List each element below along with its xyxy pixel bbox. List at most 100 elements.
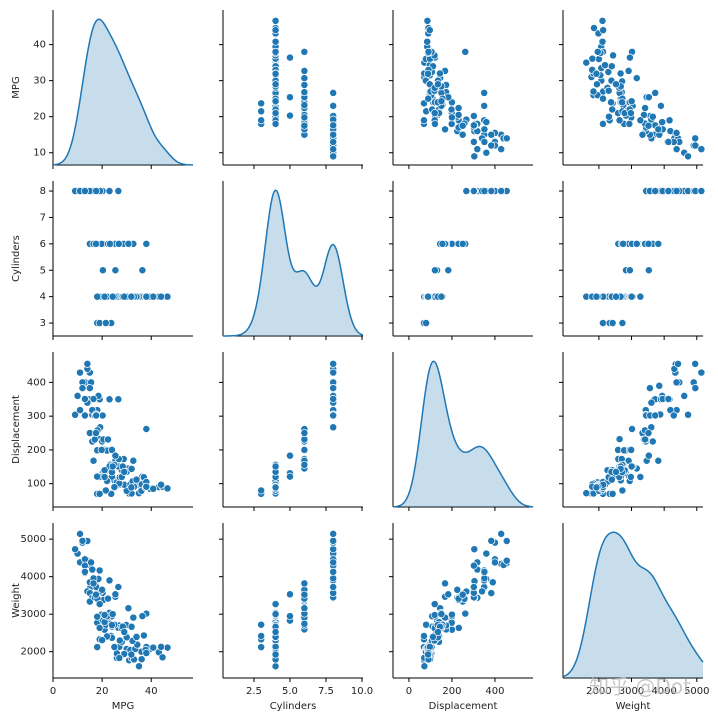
scatter-point (651, 411, 660, 420)
scatter-point (157, 480, 166, 489)
y-tick-label: 3 (40, 318, 46, 329)
scatter-point (100, 472, 109, 481)
scatter-point (644, 266, 653, 275)
scatter-point (470, 152, 479, 161)
scatter-point (480, 101, 489, 110)
scatter-point (480, 137, 489, 146)
scatter-point (599, 94, 607, 103)
scatter-point (76, 406, 84, 415)
scatter-point (329, 583, 338, 591)
scatter-point (651, 187, 660, 195)
scatter-point (654, 125, 663, 134)
scatter-point (97, 445, 106, 454)
scatter-point (329, 545, 338, 554)
scatter-point (669, 411, 678, 420)
scatter-point (90, 435, 99, 444)
scatter-point (257, 632, 266, 640)
x-axis-label: Weight (616, 701, 651, 712)
scatter-point (271, 610, 280, 619)
scatter-point (497, 145, 506, 154)
x-tick-label: 5000 (684, 686, 709, 697)
scatter-point (430, 109, 439, 118)
scatter-point (447, 119, 456, 128)
scatter-point (437, 97, 446, 106)
scatter-point (271, 47, 280, 56)
y-tick-label: 5 (40, 265, 46, 276)
scatter-point (300, 81, 309, 89)
scatter-point (582, 58, 591, 67)
scatter-point (487, 536, 496, 545)
scatter-point (329, 536, 338, 545)
scatter-point (641, 104, 650, 112)
scatter-point (592, 80, 601, 89)
scatter-point (674, 359, 682, 368)
x-tick-label: 0 (50, 686, 56, 697)
scatter-point (105, 576, 114, 585)
scatter-point (108, 462, 117, 471)
scatter-point (462, 187, 471, 195)
scatter-point (257, 99, 266, 108)
scatter-point (607, 98, 615, 107)
scatter-point (644, 429, 653, 437)
y-tick-label: 300 (27, 411, 46, 422)
scatter-point (85, 384, 94, 393)
scatter-point (80, 187, 89, 195)
scatter-point (616, 69, 625, 78)
scatter-point (482, 549, 491, 558)
scatter-point (619, 239, 628, 248)
scatter-point (444, 590, 453, 599)
scatter-point (691, 141, 700, 150)
scatter-point (480, 187, 489, 195)
scatter-point (80, 394, 89, 403)
scatter-point (424, 292, 433, 301)
scatter-point (286, 111, 294, 120)
scatter-point (469, 583, 478, 591)
x-tick-label: 4000 (651, 686, 676, 697)
scatter-point (604, 68, 613, 76)
scatter-point (108, 292, 117, 301)
scatter-point (598, 319, 607, 328)
scatter-point (98, 585, 107, 594)
scatter-point (420, 662, 429, 671)
scatter-point (104, 435, 112, 444)
scatter-point (497, 529, 506, 538)
scatter-point (163, 484, 172, 493)
scatter-point (627, 462, 636, 471)
scatter-point (271, 69, 280, 78)
scatter-point (430, 600, 439, 609)
y-tick-label: 30 (33, 76, 46, 87)
scatter-point (87, 558, 96, 567)
scatter-point (664, 394, 673, 403)
x-tick-label: 40 (145, 686, 158, 697)
kde-line (53, 18, 193, 166)
scatter-point (420, 632, 428, 640)
scatter-point (95, 489, 104, 498)
scatter-point (644, 451, 653, 460)
scatter-point (71, 545, 80, 554)
x-tick-label: 20 (96, 686, 109, 697)
y-tick-label: 5000 (21, 534, 46, 545)
scatter-point (329, 529, 338, 538)
scatter-point (626, 109, 635, 118)
scatter-point (638, 130, 647, 139)
x-tick-label: 2.5 (246, 686, 262, 697)
scatter-point (149, 484, 158, 493)
scatter-point (651, 88, 660, 97)
scatter-point (100, 292, 109, 301)
scatter-point (461, 47, 470, 56)
scatter-point (438, 239, 447, 248)
scatter-point (300, 460, 309, 469)
scatter-point (604, 86, 613, 95)
scatter-point (447, 105, 456, 114)
scatter-point (425, 26, 434, 35)
x-axis-label: Cylinders (270, 701, 317, 712)
scatter-point (469, 187, 478, 195)
scatter-point (469, 137, 478, 146)
scatter-point (88, 565, 97, 574)
y-tick-label: 20 (33, 112, 46, 123)
scatter-point (497, 187, 506, 195)
scatter-point (271, 462, 280, 471)
scatter-point (101, 486, 110, 495)
scatter-point (697, 145, 706, 154)
y-tick-label: 4000 (21, 572, 46, 583)
